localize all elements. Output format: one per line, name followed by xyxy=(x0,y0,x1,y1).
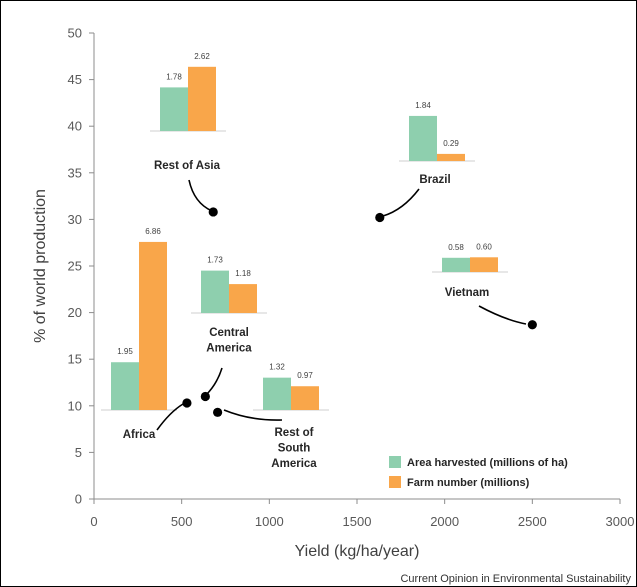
region-point xyxy=(375,212,385,223)
farm-number-value: 1.18 xyxy=(235,269,251,278)
region-label-line: America xyxy=(271,458,317,470)
area-harvested-value: 1.84 xyxy=(415,101,431,110)
farm-number-value: 2.62 xyxy=(194,52,210,61)
farm-number-bar xyxy=(139,241,167,410)
region-point xyxy=(213,407,223,417)
y-tick-label: 35 xyxy=(68,165,82,180)
area-harvested-bar xyxy=(263,377,291,410)
region-label-line: Rest of Asia xyxy=(154,160,221,172)
area-harvested-bar xyxy=(111,362,139,410)
legend-swatch xyxy=(389,456,401,468)
y-tick-label: 40 xyxy=(68,119,82,134)
x-tick-label: 500 xyxy=(171,514,193,529)
area-harvested-value: 1.78 xyxy=(166,72,182,81)
farm-number-bar xyxy=(188,66,216,131)
area-harvested-bar xyxy=(442,257,470,272)
area-harvested-value: 1.32 xyxy=(269,363,285,372)
legend-label: Farm number (millions) xyxy=(407,477,530,489)
area-harvested-bar xyxy=(201,270,229,313)
y-tick-label: 20 xyxy=(68,305,82,320)
region-label: Brazil xyxy=(419,174,450,186)
y-tick-label: 15 xyxy=(68,352,82,367)
x-tick-label: 0 xyxy=(90,514,97,529)
x-tick-label: 2500 xyxy=(518,514,547,529)
connector-line xyxy=(156,403,184,431)
farm-number-bar xyxy=(229,284,257,313)
region-point xyxy=(208,207,218,217)
region-point xyxy=(182,398,192,408)
y-tick-label: 0 xyxy=(75,492,82,507)
farm-number-bar xyxy=(470,257,498,272)
farm-number-value: 0.97 xyxy=(297,371,313,380)
y-tick-label: 50 xyxy=(68,26,82,41)
legend-swatch xyxy=(389,476,401,488)
region-label-line: America xyxy=(206,343,252,355)
area-harvested-value: 0.58 xyxy=(448,243,464,252)
connector-line xyxy=(478,305,527,325)
area-harvested-value: 1.73 xyxy=(207,256,223,265)
region-label-line: Vietnam xyxy=(445,287,490,299)
farm-number-bar xyxy=(437,153,465,161)
connector-line xyxy=(382,188,420,217)
area-harvested-value: 1.95 xyxy=(117,347,133,356)
region-label-line: Africa xyxy=(123,429,156,441)
area-harvested-bar xyxy=(409,115,437,161)
y-tick-label: 5 xyxy=(75,445,82,460)
x-tick-label: 1500 xyxy=(343,514,372,529)
region-label: Vietnam xyxy=(445,287,490,299)
region-label: Rest of South America xyxy=(271,427,317,470)
farm-number-value: 0.60 xyxy=(476,242,492,251)
region-label-line: South xyxy=(278,443,311,455)
area-harvested-bar xyxy=(160,87,188,131)
region-label-line: Brazil xyxy=(419,174,450,186)
x-tick-label: 3000 xyxy=(606,514,635,529)
farm-number-value: 0.29 xyxy=(443,139,459,148)
connector-line xyxy=(205,367,223,396)
y-tick-label: 25 xyxy=(68,259,82,274)
region-label: Rest of Asia xyxy=(154,160,221,172)
region-label: Africa xyxy=(123,429,156,441)
connector-line xyxy=(223,409,283,421)
region-label-line: Central xyxy=(209,327,249,339)
connector-line xyxy=(188,179,213,212)
y-axis-title: % of world production xyxy=(32,189,49,343)
region-label-line: Rest of xyxy=(275,427,314,439)
region-label: Central America xyxy=(206,327,252,355)
y-tick-label: 30 xyxy=(68,212,82,227)
legend-label: Area harvested (millions of ha) xyxy=(407,457,568,469)
x-axis-title: Yield (kg/ha/year) xyxy=(295,543,420,560)
source-credit: Current Opinion in Environmental Sustain… xyxy=(400,573,631,585)
region-point xyxy=(527,320,537,330)
farm-number-bar xyxy=(291,386,319,410)
y-tick-label: 10 xyxy=(68,398,82,413)
x-tick-label: 2000 xyxy=(430,514,459,529)
farm-number-value: 6.86 xyxy=(145,227,161,236)
x-tick-label: 1000 xyxy=(255,514,284,529)
y-tick-label: 45 xyxy=(68,72,82,87)
